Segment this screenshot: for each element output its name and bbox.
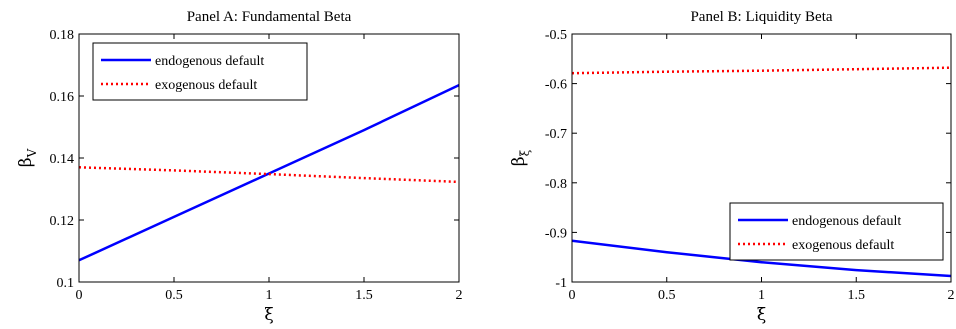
y-tick-label: -0.6 [545, 78, 567, 93]
x-tick-label: 0.5 [165, 288, 183, 303]
x-tick-label: 1 [266, 288, 273, 303]
y-tick-label: -0.5 [545, 28, 567, 43]
x-axis-label: ξ [757, 305, 766, 325]
legend-label: endogenous default [792, 214, 901, 229]
x-tick-label: 0 [76, 288, 83, 303]
x-axis-label: ξ [264, 305, 273, 325]
x-tick-label: 2 [456, 288, 463, 303]
x-tick-label: 1.5 [848, 288, 866, 303]
chart-title: Panel A: Fundamental Beta [187, 9, 352, 25]
plot-area [572, 66, 951, 278]
legend-label: endogenous default [155, 54, 264, 69]
series-line-exogenous-default [79, 166, 459, 184]
y-tick-label: 0.18 [50, 28, 75, 43]
legend-box [92, 42, 308, 101]
y-tick-label: -0.7 [545, 127, 567, 142]
legend: endogenous default exogenous default [92, 42, 308, 101]
legend-label: exogenous default [155, 78, 257, 93]
x-tick-label: 1 [758, 288, 765, 303]
chart-panel-a: Panel A: Fundamental Beta 0 0.5 1 1.5 2 0.1 0.1… [16, 9, 463, 325]
x-tick-label: 1.5 [355, 288, 373, 303]
y-tick-label: -1 [555, 276, 567, 291]
plot-area [79, 83, 459, 262]
y-tick-label: 0.16 [50, 90, 75, 105]
y-tick-label: -0.8 [545, 177, 567, 192]
x-tick-label: 0.5 [658, 288, 676, 303]
series-line-exogenous-default [572, 66, 951, 75]
series-line-endogenous-default [79, 83, 459, 262]
y-tick-label: 0.14 [50, 152, 75, 167]
y-axis-label: βξ [509, 149, 532, 166]
y-tick-label: -0.9 [545, 226, 567, 241]
y-tick-label: 0.1 [57, 276, 75, 291]
y-tick-label: 0.12 [50, 214, 75, 229]
y-axis-label: βV [16, 148, 39, 167]
chart-title: Panel B: Liquidity Beta [690, 9, 832, 25]
legend: endogenous default exogenous default [729, 202, 944, 261]
x-tick-label: 0 [569, 288, 576, 303]
x-tick-label: 2 [948, 288, 955, 303]
legend-box [729, 202, 944, 261]
legend-label: exogenous default [792, 238, 894, 253]
chart-panel-b: Panel B: Liquidity Beta 0 0.5 1 1.5 2 -1 -0.9 -0… [509, 9, 955, 325]
series-line-endogenous-default [572, 239, 951, 278]
